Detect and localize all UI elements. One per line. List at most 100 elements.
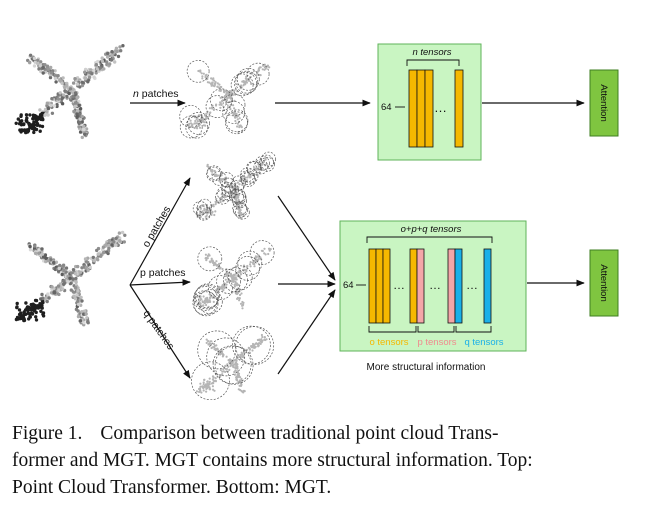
patch-point-dot <box>204 74 207 77</box>
patch-point-dot <box>209 296 212 299</box>
point-cloud-dot <box>71 268 76 272</box>
point-cloud-dot <box>72 290 76 294</box>
point-cloud-dot <box>29 302 33 307</box>
point-cloud-dot <box>76 309 80 313</box>
point-cloud-dot <box>118 239 122 243</box>
point-cloud-dot <box>56 284 61 288</box>
patch-circle <box>197 198 213 214</box>
point-cloud-dot <box>87 75 92 80</box>
o-tensor-bar <box>375 248 384 324</box>
patch-point-dot <box>203 378 206 381</box>
patch-point-dot <box>214 203 217 206</box>
point-cloud-dot <box>52 104 57 108</box>
patch-point-dot <box>249 265 252 268</box>
point-cloud-dot <box>28 314 32 319</box>
point-cloud-dot <box>61 263 66 267</box>
point-cloud-dot <box>82 312 86 316</box>
point-cloud-dot <box>121 44 125 48</box>
patch-circle <box>206 337 246 377</box>
patch-point-dot <box>202 383 205 386</box>
point-cloud-dot <box>32 56 37 61</box>
patch-point-dot <box>206 299 209 302</box>
patch-point-dot <box>229 108 232 111</box>
point-cloud-dot <box>78 120 82 125</box>
patch-point-dot <box>260 338 263 341</box>
point-cloud-dot <box>49 65 53 70</box>
figure-diagram: n patches n tensors 64 … Attention o pat… <box>14 43 619 400</box>
patch-circle <box>233 202 248 218</box>
point-cloud-dot <box>54 80 58 84</box>
patch-point-dot <box>225 274 228 277</box>
patch-point-dot <box>207 253 210 256</box>
patched-airplane-p <box>192 240 275 317</box>
point-cloud-dot <box>107 243 111 248</box>
patch-point-dot <box>215 348 218 351</box>
point-cloud-dot <box>95 67 100 71</box>
patch-point-dot <box>199 303 202 306</box>
patch-point-dot <box>195 126 198 129</box>
patch-circle <box>208 275 233 300</box>
patch-point-dot <box>201 75 204 78</box>
patch-point-dot <box>232 366 235 369</box>
patch-point-dot <box>206 296 209 299</box>
point-cloud-dot <box>101 245 106 249</box>
patch-circle <box>230 188 246 204</box>
patch-point-dot <box>236 297 239 300</box>
patch-point-dot <box>233 373 236 376</box>
patch-point-dot <box>205 390 208 393</box>
point-cloud-dot <box>92 68 96 72</box>
patch-point-dot <box>213 345 216 349</box>
point-cloud-dot <box>80 299 84 303</box>
p-tensor-bar <box>416 248 425 324</box>
airplane-point-cloud-bottom <box>14 230 127 327</box>
point-cloud-dot <box>78 130 83 134</box>
point-cloud-dot <box>94 71 98 75</box>
o-ellipsis: … <box>393 278 405 292</box>
patch-point-dot <box>234 119 237 123</box>
patch-point-dot <box>225 90 229 93</box>
o-tensor-bar <box>368 248 377 324</box>
patch-circle <box>231 175 246 191</box>
point-cloud-dot <box>35 123 40 127</box>
point-cloud-dot <box>53 76 58 81</box>
patch-point-dot <box>231 94 234 97</box>
patch-point-dot <box>204 253 207 256</box>
patch-point-dot <box>208 380 211 383</box>
point-cloud-dot <box>81 127 86 132</box>
top-patches-label: n patches <box>133 88 179 100</box>
patch-circle <box>209 88 233 112</box>
point-cloud-dot <box>39 60 43 64</box>
point-cloud-dot <box>48 75 53 80</box>
q-to-tensors-arrow <box>277 289 336 375</box>
patch-point-dot <box>221 100 224 103</box>
p-ellipsis: … <box>429 278 441 292</box>
patch-circle <box>259 154 274 170</box>
point-cloud-dot <box>110 243 114 247</box>
patch-point-dot <box>220 348 223 352</box>
point-cloud-dot <box>17 316 21 320</box>
point-cloud-dot <box>98 66 102 70</box>
point-cloud-dot <box>107 238 112 243</box>
point-cloud-dot <box>62 268 66 273</box>
patch-circle <box>249 240 275 265</box>
point-cloud-dot <box>27 60 32 64</box>
point-cloud-dot <box>38 302 42 306</box>
point-cloud-dot <box>75 82 79 86</box>
patch-point-dot <box>225 367 228 371</box>
point-cloud-dot <box>58 79 62 83</box>
bottom-tensors-label: o+p+q tensors <box>401 224 462 235</box>
point-cloud-dot <box>100 59 105 63</box>
patch-point-dot <box>240 126 243 129</box>
point-cloud-dot <box>75 112 79 116</box>
point-cloud-dot <box>32 130 36 135</box>
patch-point-dot <box>262 64 265 67</box>
patch-circle <box>205 95 229 118</box>
patch-point-dot <box>245 75 248 78</box>
point-cloud-dot <box>52 260 56 265</box>
patch-point-dot <box>259 66 262 69</box>
patch-point-dot <box>205 341 208 344</box>
top-ellipsis: … <box>434 100 447 115</box>
patch-point-dot <box>267 252 270 256</box>
patch-circle <box>221 177 236 193</box>
patch-circle <box>222 93 246 117</box>
